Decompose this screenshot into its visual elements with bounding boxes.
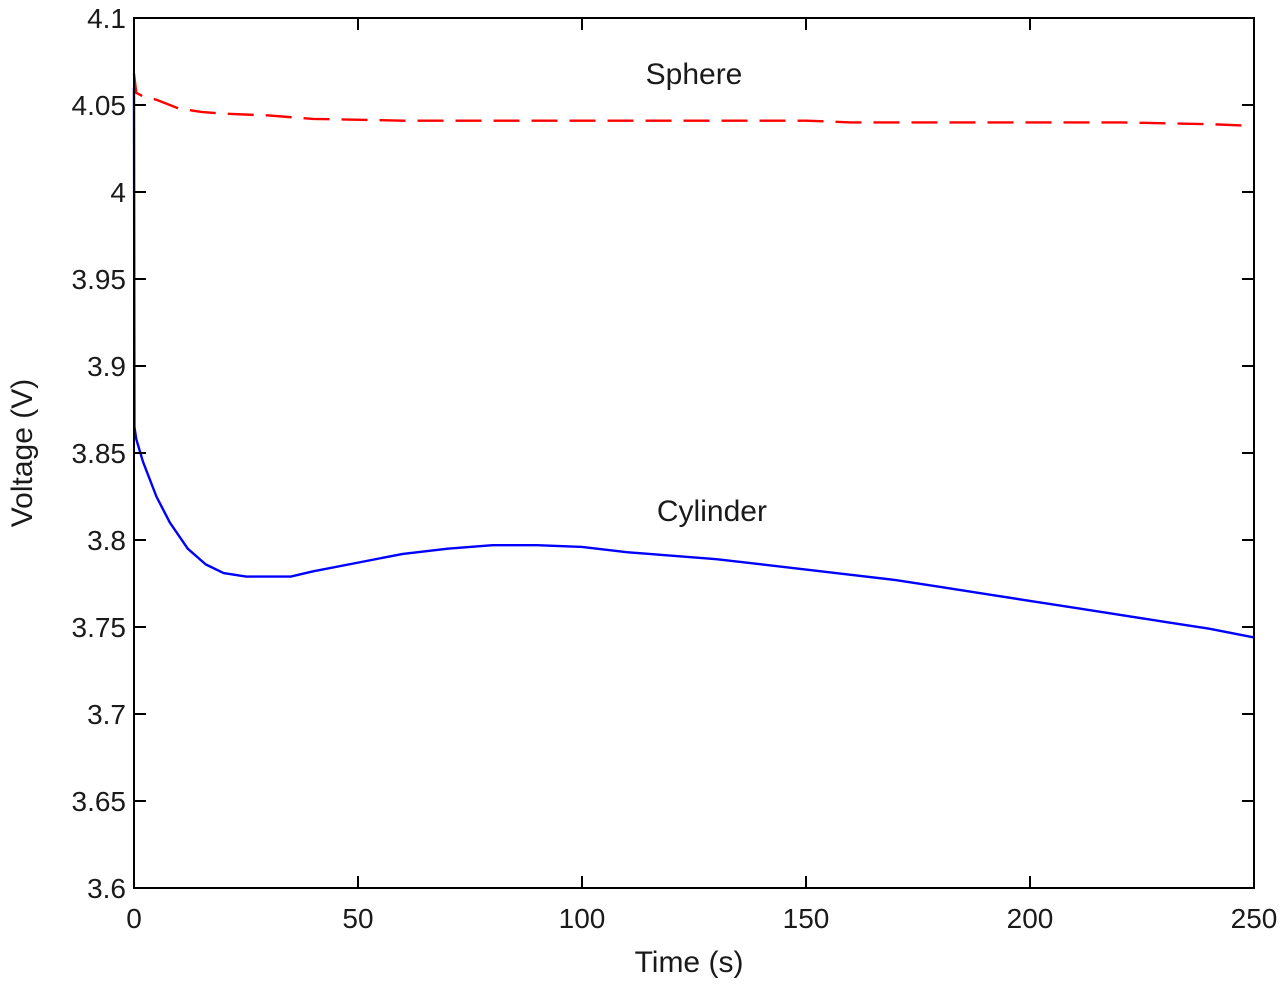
- annotation-cylinder: Cylinder: [657, 495, 767, 528]
- x-tick-label: 150: [783, 903, 830, 934]
- y-tick-label: 3.7: [87, 699, 126, 730]
- y-tick-label: 3.75: [72, 612, 127, 643]
- annotation-sphere: Sphere: [646, 58, 743, 91]
- y-tick-label: 3.6: [87, 873, 126, 904]
- series-line-cylinder: [132, 87, 1255, 639]
- y-tick-label: 3.65: [72, 786, 127, 817]
- y-axis-label: Voltage (V): [6, 379, 39, 527]
- x-tick-label: 100: [559, 903, 606, 934]
- y-tick-label: 3.9: [87, 351, 126, 382]
- y-tick-label: 4: [110, 177, 126, 208]
- x-axis-label: Time (s): [635, 946, 744, 979]
- series-layer: [132, 73, 1255, 639]
- x-tick-label: 200: [1007, 903, 1054, 934]
- x-tick-label: 0: [126, 903, 142, 934]
- y-tick-label: 3.8: [87, 525, 126, 556]
- y-tick-label: 4.05: [72, 90, 127, 121]
- y-tick-label: 3.85: [72, 438, 127, 469]
- y-tick-label: 3.95: [72, 264, 127, 295]
- plot-area: [134, 18, 1254, 888]
- annotation-layer: Sphere Cylinder: [646, 58, 767, 528]
- series-line-sphere: [132, 73, 1255, 128]
- x-tick-label: 50: [342, 903, 373, 934]
- y-tick-label: 4.1: [87, 3, 126, 34]
- ticks-layer: 0 50 100 150 200 250 3.6 3.65 3.7 3.75 3.8 3.85 3.9 3…: [72, 3, 1278, 934]
- x-tick-label: 250: [1231, 903, 1278, 934]
